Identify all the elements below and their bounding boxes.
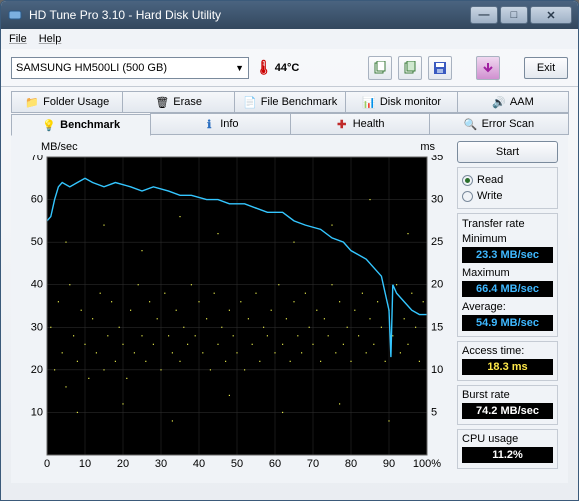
svg-text:30: 30: [431, 194, 443, 206]
health-icon: ✚: [335, 117, 349, 131]
save-button[interactable]: [428, 56, 452, 80]
file-icon: 📄: [243, 95, 257, 109]
radio-write-indicator: [462, 191, 473, 202]
mode-group: Read Write: [457, 167, 558, 209]
svg-text:60: 60: [269, 458, 281, 470]
avg-label: Average:: [462, 300, 553, 314]
speaker-icon: 🔊: [492, 95, 506, 109]
transfer-rate-group: Transfer rate Minimum 23.3 MB/sec Maximu…: [457, 213, 558, 337]
access-time-group: Access time: 18.3 ms: [457, 341, 558, 381]
y1-axis-label: MB/sec: [41, 141, 78, 153]
menu-file[interactable]: File: [9, 33, 27, 45]
maximize-button[interactable]: □: [500, 6, 528, 24]
monitor-icon: 📊: [362, 95, 376, 109]
tab-error-scan[interactable]: 🔍Error Scan: [429, 113, 569, 135]
access-label: Access time:: [462, 344, 553, 358]
svg-text:20: 20: [117, 458, 129, 470]
tab-aam[interactable]: 🔊AAM: [457, 91, 569, 113]
svg-text:30: 30: [31, 321, 43, 333]
app-icon: [7, 7, 23, 23]
minimize-button[interactable]: —: [470, 6, 498, 24]
svg-text:90: 90: [383, 458, 395, 470]
svg-text:60: 60: [31, 194, 43, 206]
svg-text:70: 70: [31, 155, 43, 163]
burst-label: Burst rate: [462, 388, 553, 402]
svg-text:100%: 100%: [413, 458, 441, 470]
exit-button[interactable]: Exit: [524, 57, 568, 79]
tab-file-benchmark[interactable]: 📄File Benchmark: [234, 91, 346, 113]
thermometer-icon: 🌡: [255, 59, 273, 76]
drive-label: SAMSUNG HM500LI (500 GB): [16, 62, 167, 74]
chevron-down-icon: ▼: [235, 63, 244, 73]
min-label: Minimum: [462, 232, 553, 246]
copy-info-button[interactable]: [368, 56, 392, 80]
info-icon: ℹ: [202, 117, 216, 131]
burst-value: 74.2 MB/sec: [462, 403, 553, 419]
radio-write[interactable]: Write: [462, 188, 553, 204]
benchmark-chart: 10 20 30 40 50 60 70 5 10 15 20 25 30 35 0 10 20 30 40 50 60…: [21, 155, 451, 473]
svg-text:35: 35: [431, 155, 443, 163]
folder-icon: 📁: [25, 95, 39, 109]
max-value: 66.4 MB/sec: [462, 281, 553, 297]
y2-axis-label: ms: [420, 141, 435, 153]
drive-dropdown[interactable]: SAMSUNG HM500LI (500 GB) ▼: [11, 57, 249, 79]
temperature-value: 44°C: [275, 62, 300, 74]
window-title: HD Tune Pro 3.10 - Hard Disk Utility: [29, 8, 470, 22]
svg-text:10: 10: [31, 406, 43, 418]
svg-text:70: 70: [307, 458, 319, 470]
svg-text:80: 80: [345, 458, 357, 470]
menubar: File Help: [1, 29, 578, 49]
tab-info[interactable]: ℹInfo: [150, 113, 290, 135]
tab-benchmark[interactable]: 💡Benchmark: [11, 114, 151, 136]
max-label: Maximum: [462, 266, 553, 280]
close-button[interactable]: ✕: [530, 6, 572, 24]
svg-text:20: 20: [31, 364, 43, 376]
chart-area: MB/sec ms 102030405060705101520253035010…: [21, 141, 451, 473]
avg-value: 54.9 MB/sec: [462, 315, 553, 331]
svg-text:20: 20: [431, 279, 443, 291]
search-icon: 🔍: [464, 117, 478, 131]
titlebar[interactable]: HD Tune Pro 3.10 - Hard Disk Utility — □…: [1, 1, 578, 29]
svg-text:40: 40: [31, 279, 43, 291]
tab-folder-usage[interactable]: 📁Folder Usage: [11, 91, 123, 113]
radio-read-indicator: [462, 175, 473, 186]
min-value: 23.3 MB/sec: [462, 247, 553, 263]
start-button[interactable]: Start: [457, 141, 558, 163]
svg-text:0: 0: [44, 458, 50, 470]
tab-disk-monitor[interactable]: 📊Disk monitor: [345, 91, 457, 113]
cpu-usage-group: CPU usage 11.2%: [457, 429, 558, 469]
tab-content: MB/sec ms 102030405060705101520253035010…: [11, 134, 568, 483]
access-value: 18.3 ms: [462, 359, 553, 375]
svg-text:15: 15: [431, 321, 443, 333]
svg-text:25: 25: [431, 236, 443, 248]
trash-icon: 🗑: [155, 95, 169, 109]
svg-text:30: 30: [155, 458, 167, 470]
menu-help[interactable]: Help: [39, 33, 62, 45]
svg-text:50: 50: [231, 458, 243, 470]
side-panel: Start Read Write Transfer rate Minimum 2…: [457, 141, 558, 473]
svg-text:50: 50: [31, 236, 43, 248]
bulb-icon: 💡: [42, 118, 56, 132]
radio-read[interactable]: Read: [462, 172, 553, 188]
temperature-display: 🌡 44°C: [255, 59, 299, 76]
app-window: HD Tune Pro 3.10 - Hard Disk Utility — □…: [0, 0, 579, 501]
burst-rate-group: Burst rate 74.2 MB/sec: [457, 385, 558, 425]
tab-erase[interactable]: 🗑Erase: [122, 91, 234, 113]
cpu-value: 11.2%: [462, 447, 553, 463]
svg-text:40: 40: [193, 458, 205, 470]
options-button[interactable]: [476, 56, 500, 80]
copy-screenshot-button[interactable]: [398, 56, 422, 80]
svg-text:10: 10: [431, 364, 443, 376]
transfer-title: Transfer rate: [462, 216, 553, 232]
toolbar: SAMSUNG HM500LI (500 GB) ▼ 🌡 44°C Exit: [1, 49, 578, 87]
tab-health[interactable]: ✚Health: [290, 113, 430, 135]
svg-text:10: 10: [79, 458, 91, 470]
cpu-label: CPU usage: [462, 432, 553, 446]
svg-text:5: 5: [431, 406, 437, 418]
